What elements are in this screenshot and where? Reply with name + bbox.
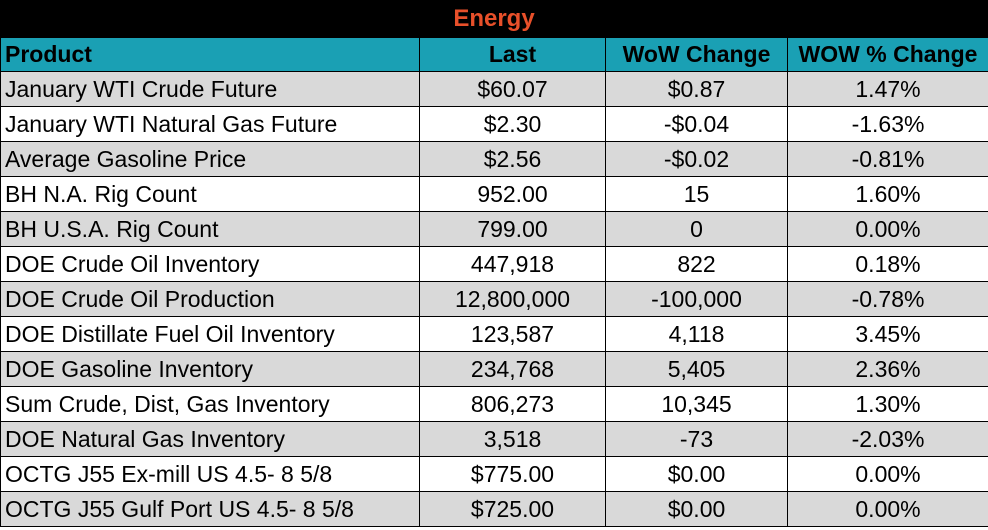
table-row: OCTG J55 Ex-mill US 4.5- 8 5/8 $775.00 $… xyxy=(0,456,988,492)
cell-last: $775.00 xyxy=(419,456,606,492)
energy-table: Product Last WoW Change WOW % Change Jan… xyxy=(0,37,988,527)
cell-wow-change: -$0.02 xyxy=(605,141,788,177)
cell-product: OCTG J55 Gulf Port US 4.5- 8 5/8 xyxy=(0,491,420,527)
cell-last: 234,768 xyxy=(419,351,606,387)
cell-wow-change: $0.00 xyxy=(605,456,788,492)
cell-product: DOE Crude Oil Production xyxy=(0,281,420,317)
cell-last: 447,918 xyxy=(419,246,606,282)
cell-wow-change: 15 xyxy=(605,176,788,212)
cell-product: DOE Distillate Fuel Oil Inventory xyxy=(0,316,420,352)
table-row: Average Gasoline Price $2.56 -$0.02 -0.8… xyxy=(0,141,988,177)
cell-product: DOE Crude Oil Inventory xyxy=(0,246,420,282)
cell-wow-pct: 1.60% xyxy=(787,176,988,212)
header-row: Product Last WoW Change WOW % Change xyxy=(0,37,988,72)
table-row: DOE Natural Gas Inventory 3,518 -73 -2.0… xyxy=(0,421,988,457)
cell-product: DOE Natural Gas Inventory xyxy=(0,421,420,457)
cell-wow-change: 10,345 xyxy=(605,386,788,422)
cell-wow-pct: -2.03% xyxy=(787,421,988,457)
cell-product: BH U.S.A. Rig Count xyxy=(0,211,420,247)
table-row: DOE Gasoline Inventory 234,768 5,405 2.3… xyxy=(0,351,988,387)
cell-last: $60.07 xyxy=(419,71,606,107)
table-row: January WTI Natural Gas Future $2.30 -$0… xyxy=(0,106,988,142)
cell-last: 806,273 xyxy=(419,386,606,422)
cell-wow-pct: 2.36% xyxy=(787,351,988,387)
cell-last: 952.00 xyxy=(419,176,606,212)
cell-wow-change: 5,405 xyxy=(605,351,788,387)
cell-product: DOE Gasoline Inventory xyxy=(0,351,420,387)
table-row: DOE Crude Oil Inventory 447,918 822 0.18… xyxy=(0,246,988,282)
cell-wow-change: -$0.04 xyxy=(605,106,788,142)
table-row: BH U.S.A. Rig Count 799.00 0 0.00% xyxy=(0,211,988,247)
table-row: OCTG J55 Gulf Port US 4.5- 8 5/8 $725.00… xyxy=(0,491,988,527)
cell-wow-pct: 0.00% xyxy=(787,456,988,492)
cell-product: Average Gasoline Price xyxy=(0,141,420,177)
cell-last: 3,518 xyxy=(419,421,606,457)
table-row: Sum Crude, Dist, Gas Inventory 806,273 1… xyxy=(0,386,988,422)
cell-wow-pct: 0.00% xyxy=(787,491,988,527)
cell-wow-pct: 1.47% xyxy=(787,71,988,107)
table-row: January WTI Crude Future $60.07 $0.87 1.… xyxy=(0,71,988,107)
cell-wow-pct: -0.78% xyxy=(787,281,988,317)
cell-last: $2.30 xyxy=(419,106,606,142)
header-product: Product xyxy=(0,37,420,72)
cell-product: Sum Crude, Dist, Gas Inventory xyxy=(0,386,420,422)
header-wow-change: WoW Change xyxy=(605,37,788,72)
table-row: DOE Distillate Fuel Oil Inventory 123,58… xyxy=(0,316,988,352)
cell-wow-change: -73 xyxy=(605,421,788,457)
cell-wow-pct: 1.30% xyxy=(787,386,988,422)
cell-wow-change: 0 xyxy=(605,211,788,247)
cell-last: 12,800,000 xyxy=(419,281,606,317)
cell-last: 123,587 xyxy=(419,316,606,352)
cell-last: 799.00 xyxy=(419,211,606,247)
table-row: DOE Crude Oil Production 12,800,000 -100… xyxy=(0,281,988,317)
cell-wow-pct: 3.45% xyxy=(787,316,988,352)
cell-wow-change: 822 xyxy=(605,246,788,282)
cell-wow-pct: 0.18% xyxy=(787,246,988,282)
cell-product: January WTI Natural Gas Future xyxy=(0,106,420,142)
cell-product: January WTI Crude Future xyxy=(0,71,420,107)
cell-product: OCTG J55 Ex-mill US 4.5- 8 5/8 xyxy=(0,456,420,492)
header-wow-pct-change: WOW % Change xyxy=(787,37,988,72)
cell-wow-change: $0.00 xyxy=(605,491,788,527)
cell-wow-pct: -0.81% xyxy=(787,141,988,177)
cell-wow-pct: 0.00% xyxy=(787,211,988,247)
cell-wow-change: $0.87 xyxy=(605,71,788,107)
table-title: Energy xyxy=(0,0,988,37)
cell-product: BH N.A. Rig Count xyxy=(0,176,420,212)
header-last: Last xyxy=(419,37,606,72)
cell-last: $725.00 xyxy=(419,491,606,527)
cell-wow-change: 4,118 xyxy=(605,316,788,352)
table-row: BH N.A. Rig Count 952.00 15 1.60% xyxy=(0,176,988,212)
cell-wow-change: -100,000 xyxy=(605,281,788,317)
cell-wow-pct: -1.63% xyxy=(787,106,988,142)
cell-last: $2.56 xyxy=(419,141,606,177)
